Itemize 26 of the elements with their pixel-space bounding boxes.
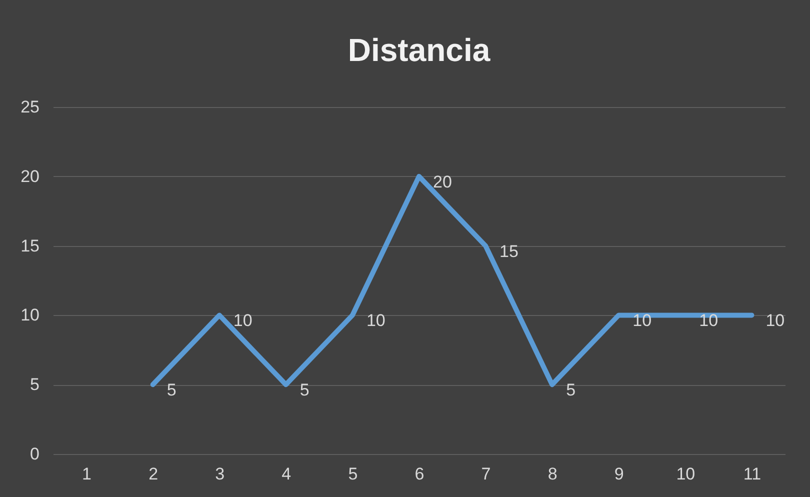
y-tick-label: 20: [20, 166, 40, 186]
y-tick-label: 15: [20, 236, 40, 256]
x-tick-label: 3: [215, 464, 225, 484]
data-label: 5: [566, 380, 576, 400]
x-tick-label: 10: [676, 464, 696, 484]
chart-title: Distancia: [348, 32, 490, 68]
data-label: 20: [433, 172, 452, 192]
x-tick-label: 6: [414, 464, 424, 484]
data-label: 5: [300, 380, 310, 400]
data-label: 10: [766, 311, 785, 330]
y-tick-label: 5: [30, 375, 40, 394]
x-tick-label: 7: [481, 464, 491, 484]
x-tick-label: 9: [614, 464, 624, 484]
x-tick-label: 8: [548, 464, 558, 484]
data-label: 5: [166, 380, 176, 400]
data-label: 10: [366, 311, 386, 330]
data-label: 10: [233, 311, 252, 330]
y-tick-label: 0: [30, 444, 40, 464]
data-label: 15: [500, 242, 518, 261]
x-tick-label: 2: [148, 464, 158, 484]
y-tick-label: 25: [20, 98, 40, 116]
y-tick-label: 10: [20, 306, 40, 325]
x-tick-label: 5: [348, 464, 358, 484]
x-tick-label: 1: [82, 464, 92, 484]
x-tick-label: 11: [743, 464, 762, 484]
x-tick-label: 4: [282, 464, 292, 484]
